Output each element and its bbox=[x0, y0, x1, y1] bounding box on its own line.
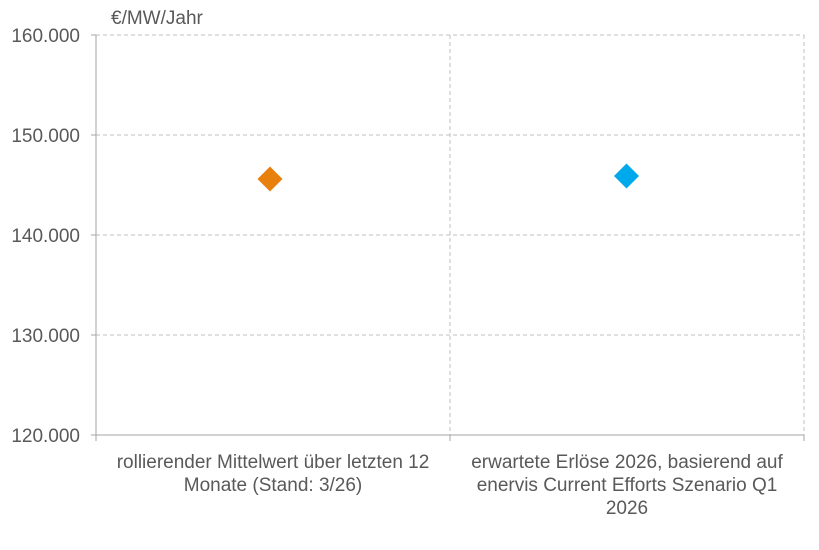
category-label: rollierender Mittelwert über letzten 12 bbox=[117, 452, 430, 473]
axis-labels: 120.000 130.000 140.000 150.000 160.000 €/MW/… bbox=[11, 8, 783, 519]
y-tick-label: 150.000 bbox=[11, 126, 80, 147]
y-tick-label: 120.000 bbox=[11, 426, 80, 447]
y-tick-label: 130.000 bbox=[11, 326, 80, 347]
data-points bbox=[257, 163, 639, 192]
y-axis-unit-label: €/MW/Jahr bbox=[111, 8, 204, 29]
y-tick-label: 140.000 bbox=[11, 226, 80, 247]
category-label: Monate (Stand: 3/26) bbox=[184, 475, 363, 496]
data-point-diamond bbox=[614, 163, 639, 189]
data-point-diamond bbox=[257, 166, 283, 192]
category-label: 2026 bbox=[606, 498, 648, 519]
axes bbox=[91, 34, 805, 441]
y-tick-label: 160.000 bbox=[11, 26, 80, 47]
grid-lines bbox=[96, 34, 805, 435]
category-label: erwartete Erlöse 2026, basierend auf bbox=[471, 452, 783, 473]
category-label: enervis Current Efforts Szenario Q1 bbox=[477, 475, 778, 496]
